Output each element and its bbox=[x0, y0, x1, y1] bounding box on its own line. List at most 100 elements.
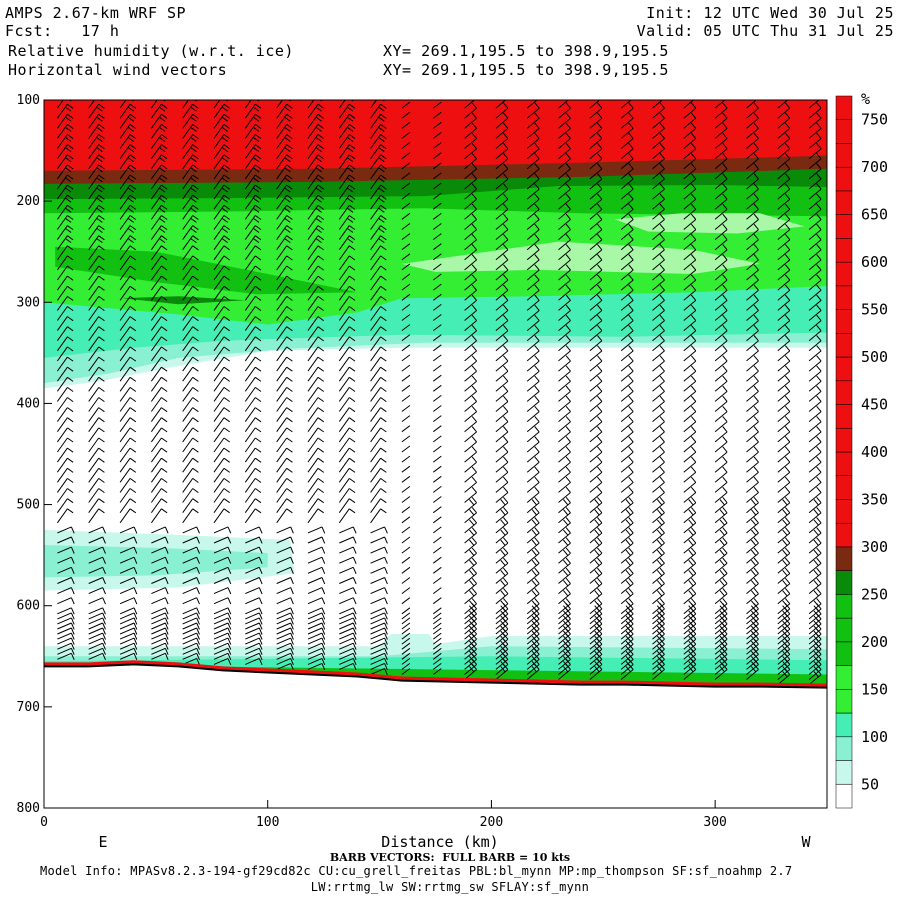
wind-barb-shaft bbox=[620, 492, 634, 503]
wind-barb-shaft bbox=[307, 587, 323, 595]
wind-barb-shaft bbox=[558, 100, 570, 109]
wind-barb bbox=[307, 154, 324, 170]
wind-barb-flag bbox=[565, 163, 571, 170]
wind-barb bbox=[652, 324, 665, 342]
wind-barb bbox=[150, 346, 168, 362]
wind-barb-shaft bbox=[464, 219, 477, 230]
wind-barb bbox=[401, 506, 411, 514]
wind-barb-shaft bbox=[432, 658, 442, 665]
wind-barb-flag bbox=[597, 365, 603, 372]
wind-barb-flag bbox=[196, 567, 200, 574]
wind-barb bbox=[620, 335, 634, 352]
wind-barb-flag bbox=[597, 153, 603, 160]
wind-barb-flag bbox=[753, 653, 759, 660]
wind-barb-flag bbox=[690, 365, 697, 372]
wind-barb-shaft bbox=[339, 577, 354, 584]
wind-barb-shaft bbox=[56, 245, 68, 261]
wind-barb-shaft bbox=[88, 100, 96, 109]
wind-barb-flag bbox=[719, 519, 725, 526]
wind-barb-shaft bbox=[150, 215, 162, 230]
wind-barb-flag bbox=[349, 306, 356, 312]
wind-barb-shaft bbox=[683, 633, 697, 645]
wind-barb-shaft bbox=[213, 607, 229, 615]
wind-barb-shaft bbox=[401, 172, 411, 180]
wind-barb-flag bbox=[719, 529, 725, 536]
wind-barb bbox=[307, 326, 324, 341]
wind-barb bbox=[777, 142, 791, 160]
wind-barb bbox=[370, 134, 387, 149]
wind-barb-flag bbox=[190, 136, 197, 142]
wind-barb-flag bbox=[503, 264, 509, 271]
wind-barb-flag bbox=[255, 427, 262, 433]
wind-barb bbox=[213, 366, 230, 382]
wind-barb bbox=[119, 508, 137, 524]
wind-barb-flag bbox=[67, 477, 74, 483]
wind-barb bbox=[56, 498, 74, 513]
wind-barb-flag bbox=[816, 284, 822, 291]
wind-barb-shaft bbox=[714, 643, 728, 655]
wind-barb-shaft bbox=[150, 114, 162, 129]
wind-barb bbox=[620, 577, 634, 594]
wind-barb-flag bbox=[690, 112, 697, 119]
wind-barb-shaft bbox=[432, 642, 442, 650]
wind-barb-shaft bbox=[57, 546, 72, 554]
wind-barb-flag bbox=[161, 204, 168, 210]
wind-barb-shaft bbox=[401, 293, 411, 301]
wind-barb-shaft bbox=[652, 219, 665, 230]
wind-barb bbox=[777, 537, 791, 554]
wind-barb bbox=[401, 637, 411, 645]
wind-barb-shaft bbox=[746, 289, 759, 301]
wind-barb-flag bbox=[67, 437, 74, 443]
wind-barb-flag bbox=[255, 245, 262, 251]
wind-barb-flag bbox=[133, 607, 138, 615]
wind-barb-shaft bbox=[683, 441, 697, 453]
wind-barb-flag bbox=[690, 173, 697, 180]
wind-barb-shaft bbox=[338, 377, 350, 392]
wind-barb-shaft bbox=[683, 654, 697, 665]
wind-barb-flag bbox=[161, 508, 168, 514]
wind-barb-shaft bbox=[56, 427, 68, 443]
wind-barb bbox=[276, 622, 294, 630]
wind-barb-shaft bbox=[213, 205, 225, 220]
wind-barb bbox=[88, 316, 105, 331]
wind-barb-shaft bbox=[652, 138, 665, 149]
wind-barb-flag bbox=[286, 366, 293, 372]
wind-barb bbox=[495, 405, 509, 422]
wind-barb-shaft bbox=[401, 121, 411, 129]
wind-barb bbox=[714, 416, 728, 433]
wind-barb-shaft bbox=[620, 603, 634, 615]
wind-barb bbox=[244, 275, 262, 291]
wind-barb-shaft bbox=[652, 502, 665, 514]
wind-barb-shaft bbox=[495, 138, 509, 149]
wind-barb bbox=[339, 566, 357, 574]
wind-barb bbox=[401, 374, 411, 382]
wind-barb-flag bbox=[690, 314, 697, 321]
wind-barb bbox=[370, 597, 388, 605]
wind-barb-flag bbox=[753, 112, 759, 119]
wind-barb-flag bbox=[227, 622, 232, 630]
wind-barb-flag bbox=[352, 653, 357, 660]
wind-barb-shaft bbox=[370, 607, 385, 615]
wind-barb-flag bbox=[690, 507, 697, 514]
wind-barb-flag bbox=[597, 274, 603, 281]
wind-barb-flag bbox=[67, 184, 74, 190]
wind-barb-flag bbox=[597, 375, 603, 382]
wind-barb-shaft bbox=[652, 542, 665, 554]
wind-barb-shaft bbox=[526, 391, 540, 402]
wind-barb bbox=[495, 436, 509, 453]
wind-barb bbox=[182, 204, 199, 220]
wind-barb bbox=[620, 193, 634, 210]
wind-barb bbox=[307, 632, 326, 640]
wind-barb-shaft bbox=[119, 356, 131, 372]
wind-barb-flag bbox=[192, 417, 199, 423]
wind-barb bbox=[150, 265, 168, 281]
wind-barb-flag bbox=[98, 356, 105, 362]
wind-barb bbox=[88, 612, 106, 620]
wind-barb bbox=[777, 284, 791, 301]
init-time: Init: 12 UTC Wed 30 Jul 25 bbox=[646, 4, 894, 22]
wind-barb-flag bbox=[628, 517, 634, 524]
wind-barb bbox=[401, 223, 411, 230]
wind-barb bbox=[307, 617, 326, 625]
wind-barb bbox=[432, 668, 442, 675]
wind-barb-flag bbox=[290, 577, 294, 585]
